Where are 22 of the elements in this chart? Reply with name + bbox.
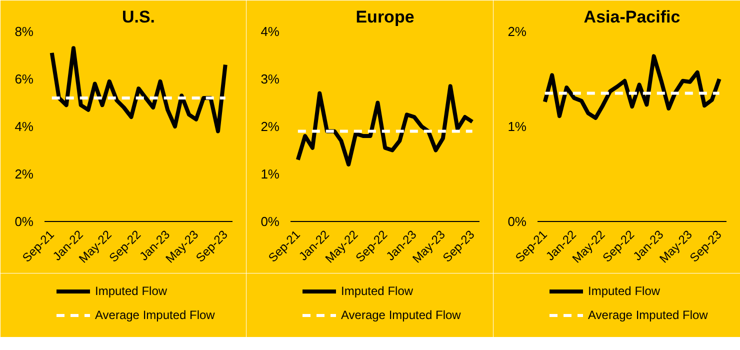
y-tick-label: 0% — [508, 214, 527, 229]
legend-label: Imputed Flow — [341, 284, 414, 298]
legend-label: Average Imputed Flow — [588, 308, 708, 322]
chart-title: Asia-Pacific — [584, 8, 680, 26]
legend-label: Imputed Flow — [95, 284, 168, 298]
legend-label: Average Imputed Flow — [341, 308, 461, 322]
legend-label: Imputed Flow — [588, 284, 660, 298]
y-tick-label: 3% — [260, 72, 280, 86]
chart-title: Europe — [356, 8, 414, 26]
y-tick-label: 2% — [508, 24, 527, 39]
y-tick-label: 0% — [14, 214, 34, 229]
chart-title: U.S. — [122, 8, 156, 26]
y-tick-label: 2% — [14, 166, 34, 182]
y-tick-label: 0% — [260, 214, 280, 229]
y-tick-label: 2% — [260, 119, 280, 134]
y-tick-label: 8% — [14, 24, 34, 39]
y-tick-label: 1% — [508, 119, 527, 134]
y-tick-label: 6% — [14, 72, 34, 86]
y-tick-label: 4% — [14, 119, 34, 134]
y-tick-label: 1% — [260, 166, 280, 182]
y-tick-label: 4% — [260, 24, 280, 39]
legend-label: Average Imputed Flow — [95, 308, 215, 322]
